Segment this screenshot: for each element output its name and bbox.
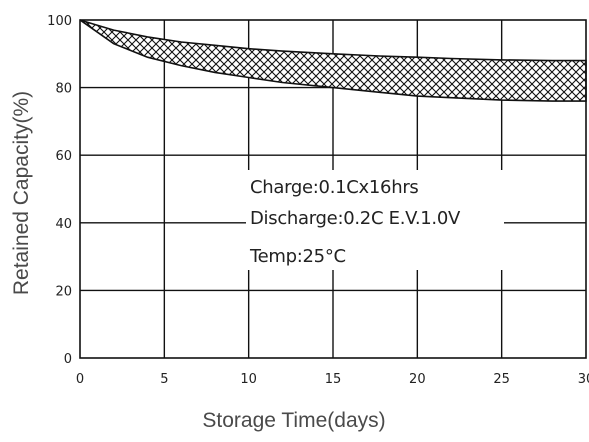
y-tick-label: 20 xyxy=(55,284,72,299)
x-tick-label: 30 xyxy=(578,372,589,387)
y-tick-label: 80 xyxy=(55,82,72,97)
annotation-temp: Temp:25°C xyxy=(249,246,346,267)
x-tick-label: 10 xyxy=(240,372,257,387)
annotation-discharge: Discharge:0.2C E.V.1.0V xyxy=(250,208,461,229)
x-tick-label: 20 xyxy=(409,372,426,387)
tick-labels: 0 5 10 15 20 25 30 0 20 40 60 80 100 xyxy=(47,14,589,387)
y-axis-title: Retained Capacity(%) xyxy=(10,91,33,295)
y-tick-label: 40 xyxy=(55,217,72,232)
test-conditions-box: Charge:0.1Cx16hrs Discharge:0.2C E.V.1.0… xyxy=(246,170,504,270)
x-tick-label: 15 xyxy=(325,372,342,387)
x-tick-label: 0 xyxy=(76,372,84,387)
x-axis-title: Storage Time(days) xyxy=(202,409,385,432)
plot-frame xyxy=(79,19,587,359)
x-tick-label: 5 xyxy=(160,372,168,387)
y-tick-label: 100 xyxy=(47,14,72,29)
y-tick-label: 60 xyxy=(55,149,72,164)
x-tick-label: 25 xyxy=(493,372,510,387)
y-tick-label: 0 xyxy=(64,352,72,367)
annotation-charge: Charge:0.1Cx16hrs xyxy=(250,177,419,198)
